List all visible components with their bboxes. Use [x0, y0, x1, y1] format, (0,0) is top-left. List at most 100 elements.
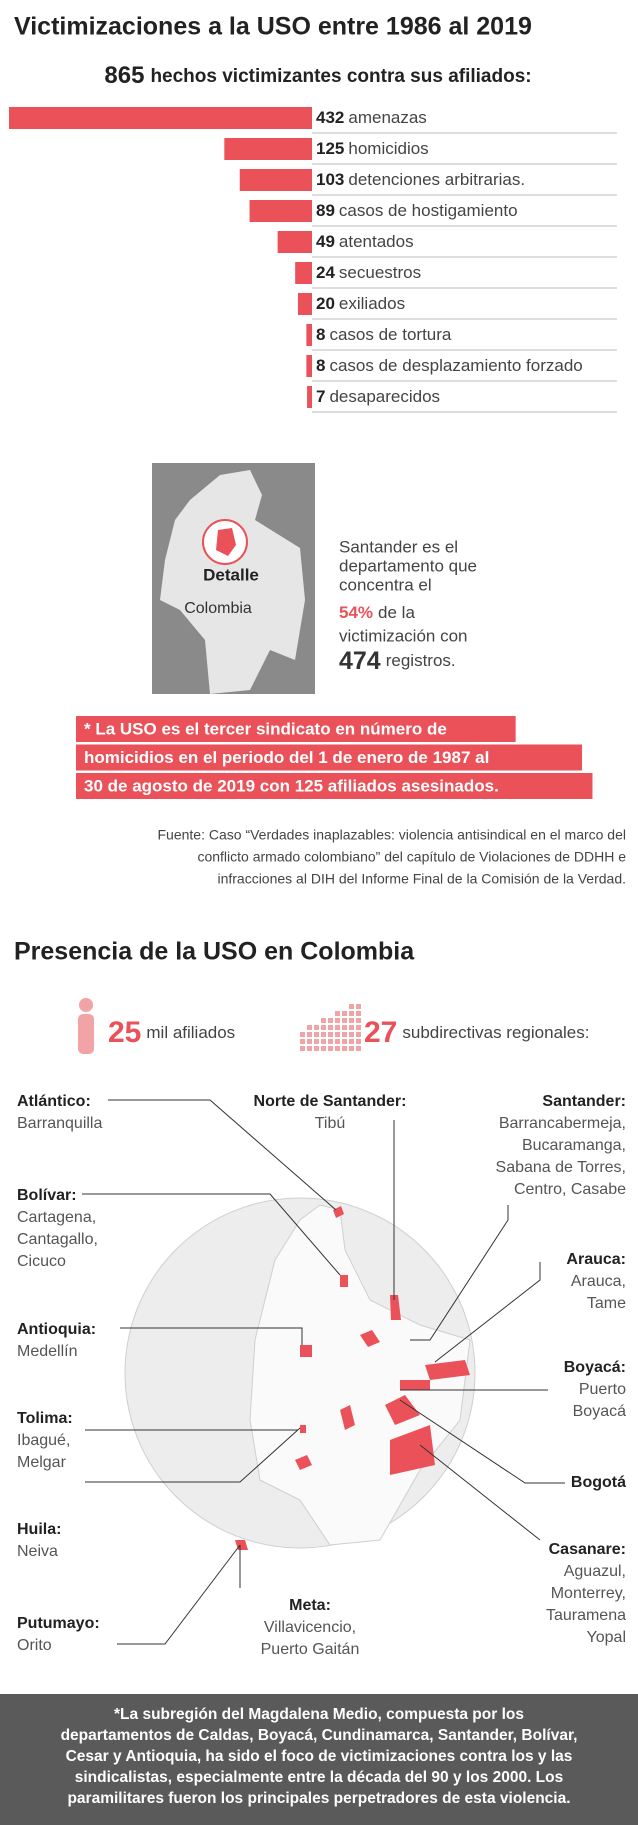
- category-label: casos de desplazamiento forzado: [329, 356, 582, 375]
- value-label: 8: [316, 356, 325, 375]
- footer-text: departamentos de Caldas, Boyacá, Cundina…: [61, 1727, 578, 1744]
- region-place: Villavicencio,: [264, 1619, 356, 1636]
- footer-text: *La subregión del Magdalena Medio, compu…: [114, 1706, 524, 1723]
- branch-icon: [307, 1025, 312, 1030]
- bar-label: 89 casos de hostigamiento: [316, 201, 518, 220]
- branch-icon: [349, 1032, 354, 1037]
- region-name: Arauca:: [566, 1251, 626, 1268]
- branch-icon: [328, 1018, 333, 1023]
- region-name: Santander:: [542, 1093, 626, 1110]
- highlight-bg: [76, 744, 582, 771]
- branch-icon: [321, 1018, 326, 1023]
- bar-label: 8 casos de tortura: [316, 325, 452, 344]
- region-name: Putumayo:: [17, 1615, 100, 1632]
- bar-label: 432 amenazas: [316, 108, 427, 127]
- branch-icon: [342, 1032, 347, 1037]
- branch-icon: [356, 1025, 361, 1030]
- branches-number: 27: [364, 1016, 397, 1049]
- branch-icon: [300, 1032, 305, 1037]
- region-place: Sabana de Torres,: [496, 1159, 626, 1176]
- branch-icon: [328, 1032, 333, 1037]
- category-label: atentados: [339, 232, 414, 251]
- branch-icon: [321, 1039, 326, 1044]
- branch-icon: [356, 1011, 361, 1016]
- branch-icon: [314, 1032, 319, 1037]
- detail-text: concentra el: [339, 575, 432, 594]
- region-name: Bolívar:: [17, 1187, 77, 1204]
- bar: [297, 293, 312, 315]
- region-place: Arauca,: [571, 1273, 626, 1290]
- branch-icon: [335, 1025, 340, 1030]
- bar: [249, 200, 312, 222]
- branch-icon: [335, 1046, 340, 1051]
- detail-text: de la: [378, 603, 415, 622]
- region-name: Huila:: [17, 1521, 61, 1538]
- branch-icon: [328, 1039, 333, 1044]
- branch-icon: [328, 1025, 333, 1030]
- source-text: conflicto armado colombiano” del capítul…: [197, 849, 626, 865]
- region-name: Norte de Santander:: [254, 1093, 407, 1110]
- branch-icon: [300, 1039, 305, 1044]
- detail-text: 54% de la: [339, 603, 415, 622]
- region-place: Yopal: [587, 1629, 626, 1646]
- highlight-text: 30 de agosto de 2019 con 125 afiliados a…: [84, 776, 499, 795]
- map-country: [160, 470, 305, 694]
- source-text: infracciones al DIH del Informe Final de…: [217, 871, 626, 887]
- region-name: Bogotá: [571, 1474, 626, 1491]
- person-icon: [79, 998, 93, 1012]
- region-name: Atlántico:: [17, 1093, 91, 1110]
- bar: [277, 231, 312, 253]
- value-label: 20: [316, 294, 335, 313]
- map-santander: [216, 528, 236, 556]
- region-place: Barranquilla: [17, 1115, 102, 1132]
- region-place: Medellín: [17, 1343, 77, 1360]
- branch-icon: [314, 1039, 319, 1044]
- detail-text: departamento que: [339, 556, 477, 575]
- detail-text: 474 registros.: [339, 647, 456, 675]
- branch-icon: [342, 1025, 347, 1030]
- branch-icon: [335, 1039, 340, 1044]
- category-label: amenazas: [348, 108, 426, 127]
- members-label: mil afiliados: [146, 1023, 235, 1042]
- branch-icon: [349, 1018, 354, 1023]
- highlight-bg: [76, 716, 516, 742]
- region-name: Casanare:: [549, 1541, 626, 1558]
- footer-text: paramilitares fueron los principales per…: [67, 1790, 570, 1807]
- bar: [239, 169, 312, 191]
- branch-icon: [335, 1018, 340, 1023]
- category-label: homicidios: [348, 139, 428, 158]
- branch-icon: [300, 1046, 305, 1051]
- region-place: Boyacá: [573, 1403, 626, 1420]
- map-regions: [235, 1206, 470, 1550]
- region-place: Puerto Gaitán: [261, 1641, 360, 1658]
- bar-label: 24 secuestros: [316, 263, 421, 282]
- region-name: Boyacá:: [564, 1359, 626, 1376]
- branch-icon: [349, 1046, 354, 1051]
- category-label: casos de tortura: [329, 325, 451, 344]
- bar: [9, 107, 312, 129]
- bar: [295, 262, 312, 284]
- detail-count: 474: [339, 647, 381, 675]
- value-label: 125: [316, 139, 344, 158]
- branch-icon: [349, 1004, 354, 1009]
- region-place: Aguazul,: [564, 1563, 626, 1580]
- value-label: 103: [316, 170, 344, 189]
- region-place: Ibagué,: [17, 1432, 70, 1449]
- region-place: Tauramena: [546, 1607, 626, 1624]
- value-label: 49: [316, 232, 335, 251]
- value-label: 8: [316, 325, 325, 344]
- branch-icon: [356, 1046, 361, 1051]
- highlight-bg: [76, 773, 593, 799]
- branch-icon: [328, 1046, 333, 1051]
- leader-lines: [82, 1099, 565, 1645]
- region-place: Bucaramanga,: [522, 1137, 626, 1154]
- branch-icon: [335, 1011, 340, 1016]
- detail-text: victimización con: [339, 626, 468, 645]
- branch-icon: [356, 1004, 361, 1009]
- region-place: Neiva: [17, 1543, 58, 1560]
- person-icon: [78, 1014, 94, 1054]
- detail-text: Santander es el: [339, 537, 458, 556]
- region-name: Antioquia:: [17, 1321, 96, 1338]
- branch-icon: [307, 1039, 312, 1044]
